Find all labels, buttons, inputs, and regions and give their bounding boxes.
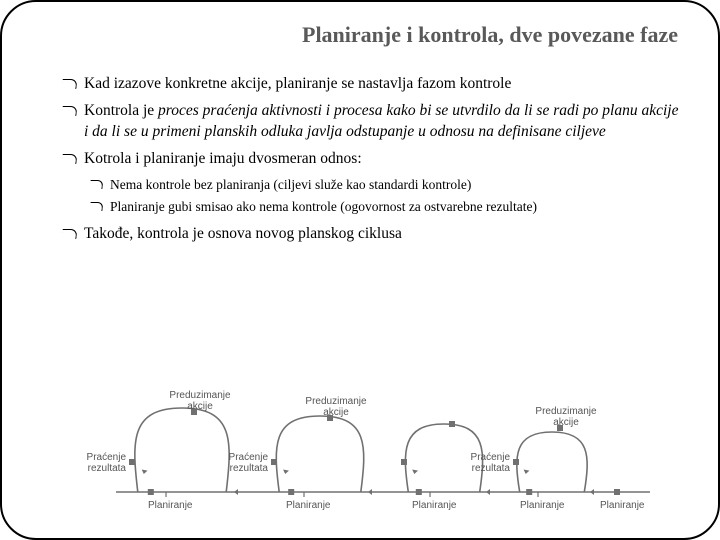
bullet-list-2: Takođe, kontrola je osnova novog plansko… <box>34 224 686 245</box>
diagram-label: Preduzimanjeakcije <box>305 396 367 418</box>
diagram-baseline-label: Planiranje <box>148 500 193 511</box>
cycle-diagram: Preduzimanjeakcije Praćenjerezultata Plani… <box>2 366 720 526</box>
slide-frame: Planiranje i kontrola, dve povezane faze… <box>0 0 720 540</box>
diagram-label: Praćenjerezultata <box>471 452 511 474</box>
bullet-item: Kontrola je proces praćenja aktivnosti i… <box>62 101 686 143</box>
sub-bullet-item: Planiranje gubi smisao ako nema kontrole… <box>90 198 686 216</box>
diagram-svg: Preduzimanjeakcije Praćenjerezultata Plani… <box>52 366 672 526</box>
diagram-baseline-label: Planiranje <box>520 500 565 511</box>
bullet-item: Kotrola i planiranje imaju dvosmeran odn… <box>62 149 686 170</box>
sub-bullet-list: Nema kontrole bez planiranja (ciljevi sl… <box>34 176 686 216</box>
bullet-item: Takođe, kontrola je osnova novog plansko… <box>62 224 686 245</box>
diagram-label: Praćenjerezultata <box>229 452 269 474</box>
diagram-label: Preduzimanjeakcije <box>535 406 597 428</box>
bullet-text-italic: proces praćenja aktivnosti i procesa kak… <box>84 102 679 140</box>
bullet-item: Kad izazove konkretne akcije, planiranje… <box>62 74 686 95</box>
diagram-label: Praćenjerezultata <box>87 452 127 474</box>
diagram-baseline-label: Planiranje <box>600 500 645 511</box>
slide-title: Planiranje i kontrola, dve povezane faze <box>34 22 686 48</box>
diagram-baseline-label: Planiranje <box>286 500 331 511</box>
diagram-baseline-label: Planiranje <box>412 500 457 511</box>
bullet-list: Kad izazove konkretne akcije, planiranje… <box>34 74 686 170</box>
sub-bullet-item: Nema kontrole bez planiranja (ciljevi sl… <box>90 176 686 194</box>
bullet-text-pre: Kontrola je <box>84 102 158 119</box>
